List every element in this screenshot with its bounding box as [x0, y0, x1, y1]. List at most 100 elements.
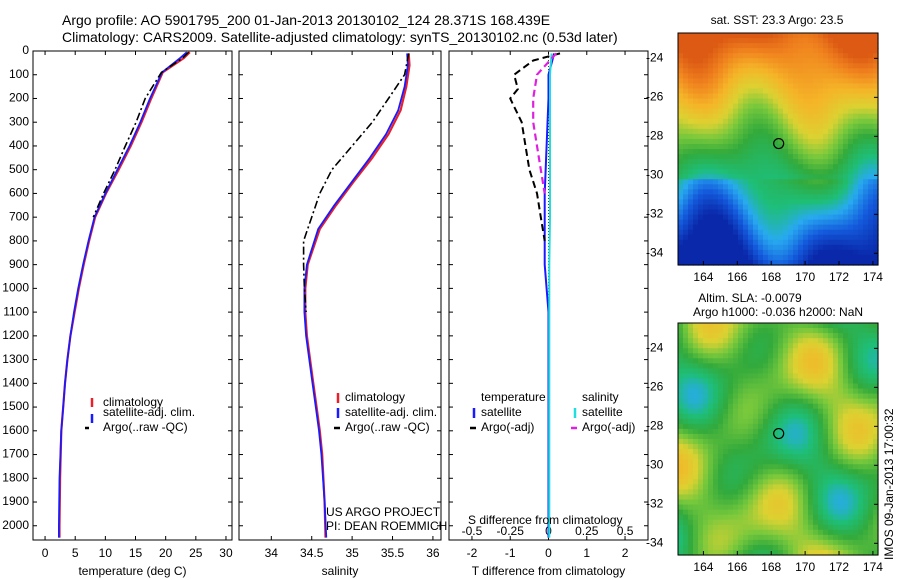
map-cell: [813, 383, 819, 390]
map-cell: [858, 169, 864, 175]
map-cell: [808, 239, 814, 246]
map-cell: [803, 494, 809, 501]
map-cell: [698, 383, 704, 390]
map-cell: [823, 534, 829, 541]
map-cell: [813, 413, 819, 420]
map-cell: [723, 194, 729, 201]
y-tick-label: -26: [646, 380, 664, 394]
map-cell: [838, 408, 844, 415]
map-cell: [688, 159, 694, 165]
map-cell: [718, 398, 724, 405]
map-cell: [858, 459, 864, 465]
map-cell: [858, 214, 864, 221]
map-cell: [753, 113, 759, 120]
map-cell: [758, 439, 764, 445]
map-cell: [848, 494, 854, 501]
map-cell: [708, 229, 714, 236]
map-cell: [768, 509, 774, 516]
map-cell: [818, 444, 824, 450]
map-cell: [863, 143, 869, 150]
map-cell: [728, 184, 734, 190]
map-cell: [803, 544, 809, 551]
map-cell: [813, 53, 819, 59]
x-tick-label: 166: [727, 270, 747, 284]
map-cell: [768, 219, 774, 226]
map-cell: [798, 103, 804, 110]
map-cell: [718, 48, 724, 54]
map-cell: [838, 539, 844, 546]
map-cell: [783, 179, 789, 185]
map-cell: [868, 378, 874, 385]
map-cell: [828, 343, 834, 349]
map-cell: [703, 199, 709, 206]
map-cell: [708, 348, 714, 354]
map-cell: [718, 179, 724, 185]
map-cell: [803, 189, 809, 195]
map-cell: [823, 33, 829, 39]
map-cell: [818, 338, 824, 344]
map-cell: [853, 254, 859, 261]
map-cell: [733, 123, 739, 130]
map-cell: [748, 333, 754, 339]
map-cell: [768, 348, 774, 354]
map-cell: [843, 469, 849, 475]
map-cell: [683, 68, 689, 74]
map-cell: [718, 143, 724, 150]
map-cell: [693, 214, 699, 221]
map-cell: [763, 194, 769, 201]
map-cell: [693, 418, 699, 425]
map-cell: [793, 388, 799, 395]
map-cell: [703, 38, 709, 44]
map-cell: [733, 204, 739, 211]
map-cell: [693, 484, 699, 491]
map-cell: [688, 229, 694, 236]
map-cell: [748, 43, 754, 49]
map-cell: [828, 199, 834, 206]
map-cell: [753, 33, 759, 39]
map-cell: [853, 343, 859, 349]
map-cell: [723, 353, 729, 359]
map-cell: [868, 413, 874, 420]
map-cell: [723, 459, 729, 465]
map-cell: [693, 544, 699, 551]
map-cell: [688, 509, 694, 516]
map-cell: [768, 469, 774, 475]
map-cell: [723, 98, 729, 105]
map-cell: [718, 539, 724, 546]
map-cell: [868, 88, 874, 95]
map-cell: [723, 179, 729, 185]
map-cell: [818, 383, 824, 390]
map-cell: [748, 423, 754, 430]
map-cell: [853, 504, 859, 511]
map-cell: [843, 113, 849, 120]
y-tick-label: -30: [646, 457, 664, 471]
map-cell: [713, 449, 719, 455]
map-cell: [738, 128, 744, 135]
map-cell: [728, 343, 734, 349]
map-cell: [783, 204, 789, 211]
map-cell: [783, 93, 789, 100]
map-cell: [793, 428, 799, 435]
map-cell: [783, 224, 789, 231]
map-cell: [788, 58, 794, 64]
map-cell: [728, 164, 734, 170]
map-cell: [798, 214, 804, 221]
map-cell: [763, 88, 769, 95]
map-cell: [818, 93, 824, 100]
map-cell: [693, 373, 699, 380]
map-cell: [768, 459, 774, 465]
map-cell: [803, 333, 809, 339]
map-cell: [803, 514, 809, 521]
map-cell: [753, 164, 759, 170]
map-cell: [708, 489, 714, 496]
legend-label-climatology: climatology: [345, 390, 405, 404]
map-cell: [708, 454, 714, 460]
map-cell: [783, 479, 789, 485]
map-cell: [773, 199, 779, 206]
map-cell: [693, 103, 699, 110]
map-cell: [793, 439, 799, 445]
map-cell: [728, 383, 734, 390]
map-cell: [783, 118, 789, 125]
map-cell: [693, 363, 699, 369]
map-cell: [853, 234, 859, 241]
